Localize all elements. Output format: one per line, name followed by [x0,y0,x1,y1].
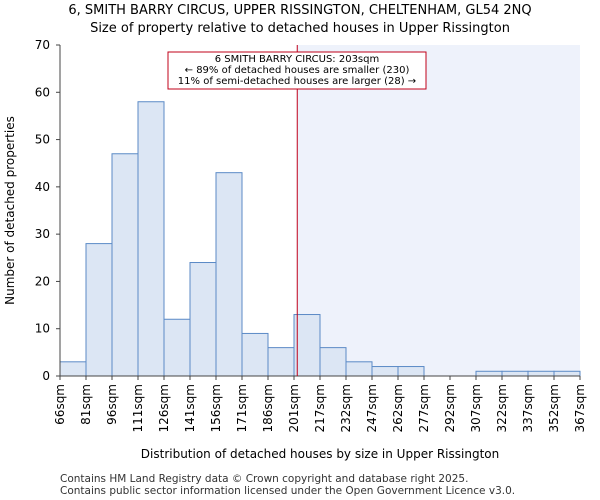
x-tick-label: 126sqm [157,384,171,432]
larger-region-shade [297,45,580,376]
bar-171sqm [241,332,269,377]
y-axis-label: Number of detached properties [3,116,17,305]
x-tick-label: 186sqm [261,384,275,432]
chart-title: 6, SMITH BARRY CIRCUS, UPPER RISSINGTON,… [68,3,532,18]
x-tick-label: 247sqm [365,384,379,432]
bar-232sqm [345,361,373,377]
x-tick-label: 337sqm [521,384,535,432]
bar-307sqm [475,370,503,377]
x-tick-label: 96sqm [105,384,119,425]
x-tick-label: 111sqm [131,384,145,432]
annotation-line-1: 6 SMITH BARRY CIRCUS: 203sqm [215,54,379,65]
bar-156sqm [215,172,243,377]
y-tick-label: 0 [42,369,50,383]
x-tick-label: 322sqm [495,384,509,432]
bar-96sqm [111,153,139,377]
y-tick-label: 10 [35,322,50,336]
annotation-line-2: ← 89% of detached houses are smaller (23… [185,65,410,76]
x-tick-label: 277sqm [417,384,431,432]
bar-352sqm [553,370,581,377]
bar-chart: 0 10 20 30 40 50 60 70 66sqm 81sqm 96sqm 111sqm 126s… [3,38,587,461]
annotation-line-3: 11% of semi-detached houses are larger (… [178,76,416,87]
bar-186sqm [267,347,295,377]
bar-81sqm [85,243,113,377]
bar-126sqm [163,318,191,377]
chart-subtitle: Size of property relative to detached ho… [90,21,510,36]
y-tick-label: 30 [35,227,50,241]
y-tick-label: 60 [35,85,50,99]
x-tick-label: 171sqm [235,384,249,432]
x-tick-label: 201sqm [287,384,301,432]
bar-66sqm [59,361,87,377]
x-tick-label: 141sqm [183,384,197,432]
x-tick-label: 232sqm [339,384,353,432]
y-tick-label: 20 [35,274,50,288]
footer-line-2: Contains public sector information licen… [60,485,516,497]
x-tick-label: 262sqm [391,384,405,432]
bar-322sqm [501,370,529,377]
bar-247sqm [371,366,399,377]
footer-line-1: Contains HM Land Registry data © Crown c… [60,473,469,485]
x-axis-label: Distribution of detached houses by size … [141,447,499,461]
x-tick-label: 66sqm [53,384,67,425]
bar-141sqm [189,262,217,377]
annotation-box [167,51,427,90]
bar-111sqm [137,101,165,377]
x-tick-label: 217sqm [313,384,327,432]
bar-337sqm [527,370,555,377]
bar-217sqm [319,347,347,377]
x-tick-label: 352sqm [547,384,561,432]
y-tick-label: 40 [35,180,50,194]
bar-262sqm [397,366,425,377]
x-tick-label: 156sqm [209,384,223,432]
x-tick-label: 81sqm [79,384,93,425]
x-tick-label: 367sqm [573,384,587,432]
y-tick-label: 50 [35,133,50,147]
bar-201sqm [293,314,321,377]
x-tick-label: 292sqm [443,384,457,432]
x-tick-label: 307sqm [469,384,483,432]
y-tick-label: 70 [35,38,50,52]
